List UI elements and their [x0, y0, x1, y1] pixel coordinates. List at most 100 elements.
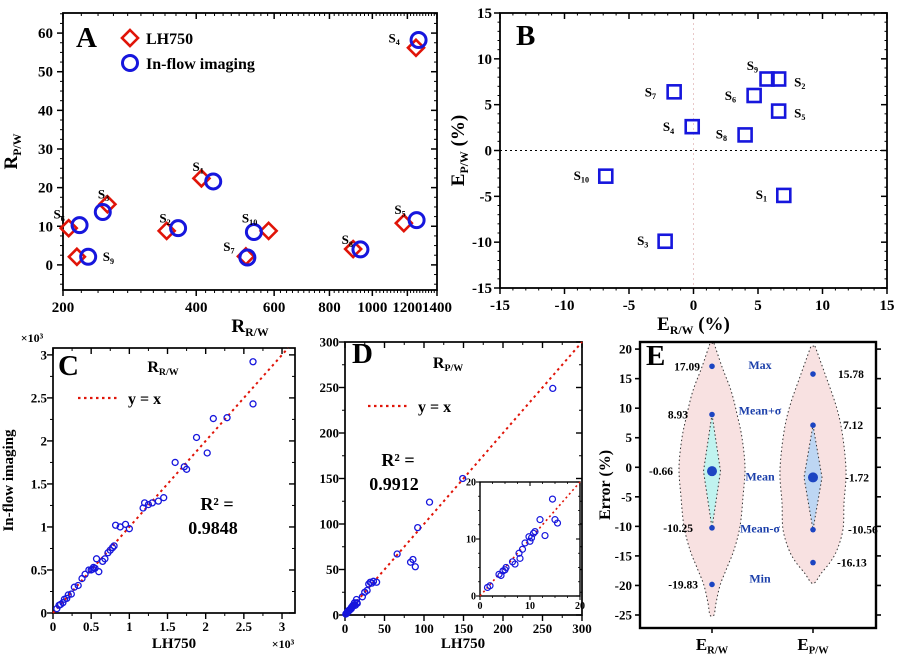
diamond-marker [343, 239, 363, 259]
y-tick-label: 150 [320, 471, 340, 486]
inset-data-point [511, 560, 519, 568]
axes-box [52, 347, 296, 614]
square-marker [666, 84, 682, 100]
legend-label-lh750: LH750 [146, 31, 193, 48]
panel-a-scatter-rpw-vs-rrw: 200 400 600 800 1000 1200 1400 0 10 20 30 40 50 60 RR/… [1, 12, 452, 339]
y-tick-label: 10 [619, 401, 632, 416]
x-tick-label: 300 [572, 621, 592, 636]
data-point [192, 433, 201, 442]
x-tick-label: 250 [533, 621, 553, 636]
data-points [53, 358, 257, 613]
sample-label: S8 [716, 127, 727, 144]
data-point [353, 599, 361, 608]
axes-box [344, 341, 583, 616]
legend-label-inflow: In-flow imaging [146, 56, 255, 73]
y-tick-label: 0 [41, 606, 48, 621]
stat-value-mean_minus_sigma: -10.25 [663, 523, 693, 535]
x-tick-label: 1.5 [159, 619, 176, 634]
data-point [121, 520, 130, 529]
circle-marker [70, 216, 89, 235]
axes: 0 50 100 150 200 250 300050100150200250300RP/W… [320, 335, 592, 653]
y-tick-label: -10 [615, 519, 632, 534]
y-tick-label: 20 [619, 342, 632, 357]
x-tick-label: 0.5 [83, 619, 100, 634]
legend: LH750 In-flow imaging [120, 28, 255, 73]
inset-data-point [531, 527, 539, 536]
x-tick-label: 0 [342, 621, 349, 636]
identity-legend-label: y = x [418, 399, 451, 416]
y-tick-label: 15 [477, 6, 492, 22]
r-squared-value: 0.9848 [188, 518, 238, 538]
x-tick-label: 1200 [392, 300, 422, 316]
inset-y-tick-label: 10 [466, 535, 476, 546]
stat-value-mean_minus_sigma: -10.56 [848, 525, 878, 537]
y-tick-label: -10 [472, 235, 492, 251]
data-point [414, 523, 422, 532]
data-point [393, 550, 401, 558]
data-point [154, 497, 163, 505]
data-point [249, 400, 257, 408]
diamond-marker [120, 28, 140, 48]
inset-plot: 0 10 20 0 10 20 [466, 478, 585, 613]
data-point [372, 578, 381, 586]
sample-label: S5 [394, 202, 405, 219]
stat-name-label: Mean+σ [739, 404, 782, 418]
sample-label: S8 [342, 232, 353, 249]
x-tick-label: 2 [202, 619, 209, 634]
y-tick-label: 60 [38, 26, 53, 42]
y-tick-label: 50 [38, 65, 53, 81]
diamond-marker [58, 218, 79, 239]
square-marker [746, 87, 762, 104]
sample-label: S2 [794, 74, 805, 91]
x-tick-label: 5 [754, 298, 762, 314]
data-point [223, 414, 231, 422]
y-tick-label: -20 [615, 578, 632, 593]
inset-y-tick-label: 0 [471, 592, 476, 603]
x-tick-label: 1 [126, 619, 133, 634]
square-marker [759, 71, 775, 87]
y-tick-label: 5 [485, 98, 493, 114]
panel-a-letter: A [76, 22, 97, 54]
identity-legend-label: y = x [128, 391, 161, 408]
x-tick-label: 1000 [357, 300, 387, 316]
stat-value-min: -19.83 [668, 579, 698, 591]
violin-group-0: 17.09 8.93 -0.66 -10.25 -19.83 [649, 342, 746, 617]
inset-data-point [502, 563, 510, 572]
x-tick-label: 0 [690, 298, 698, 314]
sample-label: S10 [574, 168, 589, 185]
diamond-marker [258, 221, 279, 241]
y-axis-label: Error (%) [597, 450, 614, 520]
x-tick-label: 100 [414, 621, 434, 636]
stat-value-mean: -1.72 [845, 472, 869, 484]
y-tick-label: 300 [320, 335, 340, 350]
data-point [549, 384, 557, 393]
y-scale-note: ×10³ [21, 331, 44, 345]
y-tick-label: 100 [320, 517, 340, 532]
data-point [70, 583, 79, 591]
panel-d-letter: D [352, 338, 373, 370]
stat-dot-mean [707, 466, 717, 477]
stat-name-label: Mean [745, 470, 775, 484]
data-point [411, 563, 419, 571]
y-tick-label: 2 [41, 433, 48, 448]
y-axis-label: In-flow imaging [1, 429, 17, 532]
r-squared-label: R² = [200, 494, 233, 514]
axes-box [499, 12, 888, 289]
data-point [74, 581, 82, 590]
panel-title: RP/W [433, 355, 463, 374]
y-tick-label: 50 [326, 562, 339, 577]
x-tick-label: 50 [378, 621, 391, 636]
x-tick-label: -5 [623, 298, 636, 314]
x-tick-label: 15 [880, 298, 895, 314]
sample-points: S7 S4 S9 S2 S6 S5 S8 S10 S1 S3 [574, 58, 806, 250]
diamond-marker [97, 194, 118, 215]
sample-label: S1 [756, 187, 767, 204]
panel-b-scatter-error: -15 -10 -5 0 5 10 15 -15 -10 -5 0 5 10 15 ER/W (%) EP/W… [448, 6, 895, 337]
sample-label: S9 [747, 58, 758, 75]
data-point [125, 525, 133, 533]
x-tick-label: 800 [318, 300, 341, 316]
square-marker [770, 71, 787, 87]
x-tick-label: -15 [490, 298, 510, 314]
stat-name-label: Mean-σ [740, 522, 780, 536]
data-point [63, 594, 71, 603]
